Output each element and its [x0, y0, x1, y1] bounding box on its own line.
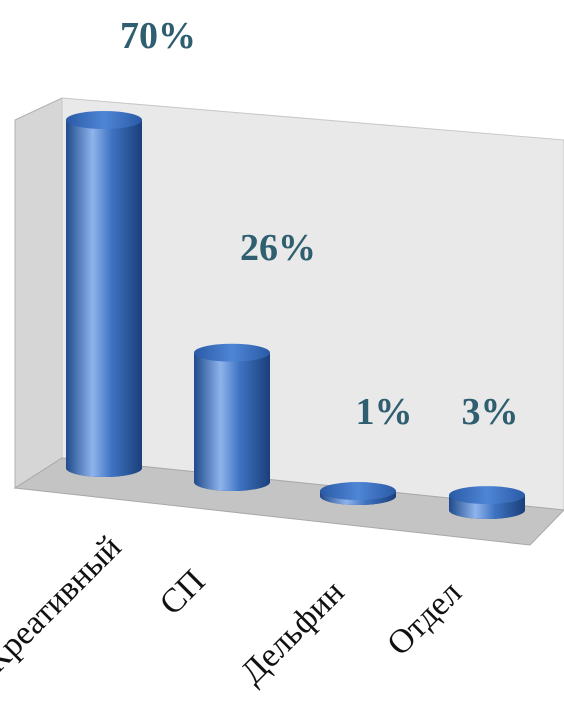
category-label: СП [153, 563, 213, 623]
bar-top [194, 343, 270, 362]
chart-side-wall [14, 97, 63, 489]
bar-top [449, 486, 525, 505]
bar-2 [320, 482, 396, 505]
category-label: Дельфин [234, 574, 352, 692]
value-label: 70% [120, 15, 196, 57]
bar-body [66, 120, 142, 477]
category-label: Отдел [380, 574, 469, 663]
bar-1 [194, 343, 270, 491]
bars [66, 111, 525, 519]
value-label: 26% [240, 227, 316, 269]
chart-back-wall [61, 97, 564, 511]
bar-top [320, 482, 396, 501]
bar-top [66, 111, 142, 129]
category-label: Креативный [0, 529, 129, 681]
value-labels: 70% 26% 1% 3% [120, 15, 519, 433]
category-labels: Креативный СП Дельфин Отдел [0, 529, 469, 692]
bar-3 [449, 486, 525, 519]
bar-0 [66, 111, 142, 477]
value-label: 3% [462, 391, 519, 433]
value-label: 1% [356, 391, 413, 433]
chart-floor [13, 457, 564, 546]
bar-body [194, 352, 270, 491]
